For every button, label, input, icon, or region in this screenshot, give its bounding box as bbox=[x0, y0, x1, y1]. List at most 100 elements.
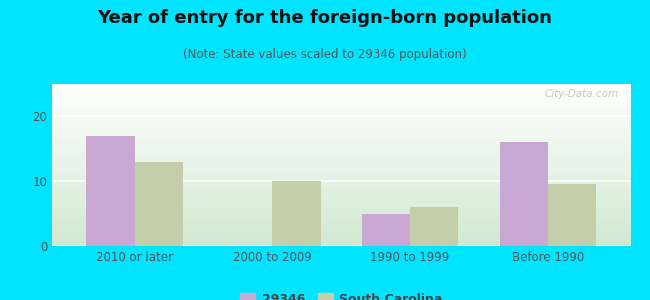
Legend: 29346, South Carolina: 29346, South Carolina bbox=[235, 288, 447, 300]
Bar bbox=[52, 194, 630, 196]
Bar bbox=[52, 128, 630, 129]
Bar bbox=[52, 243, 630, 244]
Bar bbox=[52, 184, 630, 186]
Bar bbox=[52, 218, 630, 220]
Bar bbox=[52, 139, 630, 141]
Bar bbox=[86, 136, 135, 246]
Bar bbox=[52, 223, 630, 225]
Bar bbox=[52, 103, 630, 105]
Bar bbox=[52, 118, 630, 120]
Bar bbox=[52, 89, 630, 91]
Bar bbox=[52, 116, 630, 118]
Bar bbox=[52, 202, 630, 204]
Bar bbox=[52, 92, 630, 94]
Bar bbox=[52, 197, 630, 199]
Bar bbox=[52, 180, 630, 181]
Bar bbox=[52, 176, 630, 178]
Bar bbox=[52, 146, 630, 147]
Bar bbox=[52, 162, 630, 164]
Bar bbox=[52, 99, 630, 100]
Bar bbox=[52, 131, 630, 133]
Bar bbox=[52, 173, 630, 175]
Bar bbox=[52, 123, 630, 124]
Bar bbox=[52, 233, 630, 235]
Bar bbox=[135, 162, 183, 246]
Bar bbox=[52, 225, 630, 226]
Bar bbox=[52, 228, 630, 230]
Bar bbox=[52, 168, 630, 170]
Bar bbox=[52, 112, 630, 113]
Bar bbox=[52, 137, 630, 139]
Bar bbox=[52, 110, 630, 112]
Bar bbox=[52, 226, 630, 228]
Bar bbox=[52, 235, 630, 236]
Bar bbox=[52, 164, 630, 165]
Bar bbox=[52, 108, 630, 110]
Bar bbox=[52, 115, 630, 116]
Bar bbox=[52, 136, 630, 137]
Bar bbox=[52, 134, 630, 136]
Bar bbox=[52, 210, 630, 212]
Bar bbox=[52, 178, 630, 180]
Bar bbox=[52, 183, 630, 184]
Bar bbox=[52, 102, 630, 103]
Bar bbox=[52, 105, 630, 107]
Bar bbox=[52, 186, 630, 188]
Bar bbox=[52, 147, 630, 149]
Bar bbox=[52, 215, 630, 217]
Bar bbox=[52, 95, 630, 97]
Bar bbox=[52, 206, 630, 207]
Bar bbox=[52, 209, 630, 210]
Bar bbox=[52, 91, 630, 92]
Bar bbox=[52, 199, 630, 201]
Bar bbox=[52, 175, 630, 176]
Bar bbox=[52, 107, 630, 108]
Bar bbox=[52, 172, 630, 173]
Bar bbox=[52, 84, 630, 86]
Bar bbox=[52, 87, 630, 89]
Bar bbox=[52, 241, 630, 243]
Bar bbox=[52, 231, 630, 233]
Bar bbox=[52, 236, 630, 238]
Bar bbox=[52, 217, 630, 218]
Bar bbox=[52, 121, 630, 123]
Bar bbox=[52, 222, 630, 223]
Bar bbox=[52, 230, 630, 231]
Bar bbox=[52, 160, 630, 162]
Bar bbox=[52, 244, 630, 246]
Bar bbox=[52, 124, 630, 126]
Bar bbox=[52, 188, 630, 189]
Bar bbox=[52, 133, 630, 134]
Bar bbox=[52, 129, 630, 131]
Bar bbox=[52, 120, 630, 121]
Bar bbox=[52, 204, 630, 206]
Bar bbox=[52, 154, 630, 155]
Bar bbox=[52, 167, 630, 168]
Bar bbox=[52, 201, 630, 202]
Bar bbox=[52, 142, 630, 144]
Bar bbox=[52, 212, 630, 214]
Bar bbox=[52, 214, 630, 215]
Bar bbox=[52, 141, 630, 142]
Bar bbox=[52, 193, 630, 194]
Bar bbox=[52, 196, 630, 197]
Bar bbox=[52, 155, 630, 157]
Bar bbox=[52, 94, 630, 95]
Bar bbox=[52, 150, 630, 152]
Bar bbox=[52, 165, 630, 166]
Bar bbox=[52, 144, 630, 146]
Text: (Note: State values scaled to 29346 population): (Note: State values scaled to 29346 popu… bbox=[183, 48, 467, 61]
Bar bbox=[500, 142, 548, 246]
Bar bbox=[52, 239, 630, 241]
Bar bbox=[52, 207, 630, 209]
Bar bbox=[52, 191, 630, 193]
Bar bbox=[548, 184, 596, 246]
Bar bbox=[52, 157, 630, 158]
Bar bbox=[52, 158, 630, 160]
Bar bbox=[52, 97, 630, 99]
Bar bbox=[410, 207, 458, 246]
Text: Year of entry for the foreign-born population: Year of entry for the foreign-born popul… bbox=[98, 9, 552, 27]
Bar bbox=[52, 170, 630, 172]
Bar bbox=[52, 152, 630, 154]
Bar bbox=[52, 149, 630, 150]
